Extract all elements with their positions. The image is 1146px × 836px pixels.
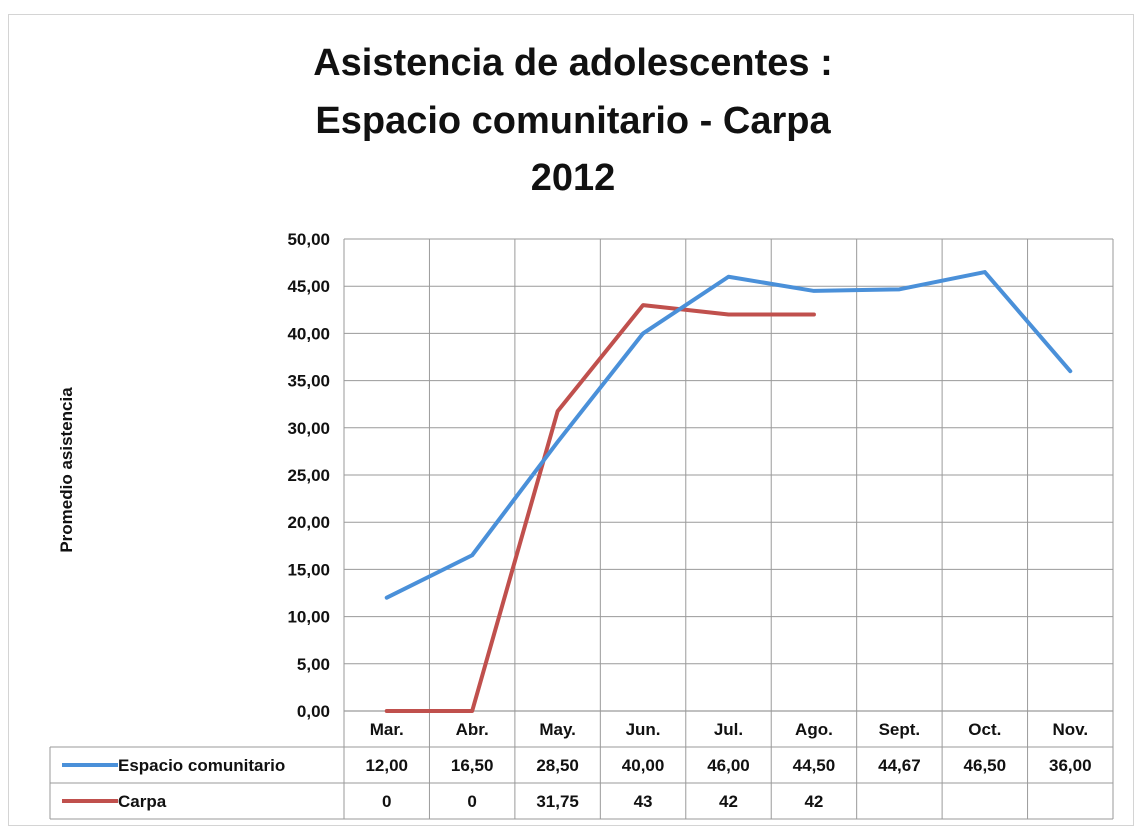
x-tick-label: Oct. — [968, 720, 1001, 739]
series-line — [384, 270, 1073, 600]
data-table-cell: 40,00 — [622, 756, 665, 775]
data-point — [470, 709, 474, 713]
series-line — [384, 303, 816, 713]
y-tick-label: 20,00 — [287, 513, 330, 532]
data-table-cell: 46,50 — [964, 756, 1007, 775]
data-table-cell: 16,50 — [451, 756, 494, 775]
y-tick-label: 10,00 — [287, 608, 330, 627]
data-table-cell: 46,00 — [707, 756, 750, 775]
y-tick-label: 35,00 — [287, 372, 330, 391]
data-table-cell: 36,00 — [1049, 756, 1092, 775]
data-table-cell: 0 — [382, 792, 391, 811]
y-tick-label: 15,00 — [287, 560, 330, 579]
data-table-cell: 43 — [634, 792, 653, 811]
y-tick-label: 45,00 — [287, 277, 330, 296]
data-point — [1068, 369, 1072, 373]
x-tick-label: Mar. — [370, 720, 404, 739]
chart-title-line-3: 2012 — [530, 157, 616, 199]
data-point — [385, 709, 389, 713]
data-point — [983, 270, 987, 274]
data-point — [470, 553, 474, 557]
x-tick-label: Abr. — [456, 720, 489, 739]
data-table-cell: 12,00 — [365, 756, 408, 775]
data-point — [812, 313, 816, 317]
data-point — [812, 289, 816, 293]
data-point — [385, 596, 389, 600]
x-tick-label: Ago. — [795, 720, 833, 739]
y-tick-label: 0,00 — [297, 702, 330, 721]
x-tick-label: Jul. — [714, 720, 743, 739]
chart-frame — [8, 14, 1134, 826]
data-table-cell: 42 — [719, 792, 738, 811]
data-table-cell: 42 — [804, 792, 823, 811]
x-tick-label: Sept. — [879, 720, 921, 739]
data-table-cell: 44,50 — [793, 756, 836, 775]
data-point — [556, 409, 560, 413]
data-point — [641, 303, 645, 307]
data-point — [897, 287, 901, 291]
chart-title-line-1: Asistencia de adolescentes : — [313, 42, 833, 84]
x-tick-label: May. — [539, 720, 576, 739]
y-tick-label: 40,00 — [287, 324, 330, 343]
x-tick-label: Nov. — [1052, 720, 1088, 739]
legend-label: Espacio comunitario — [118, 756, 285, 775]
data-table-cell: 28,50 — [536, 756, 579, 775]
chart-title-line-2: Espacio comunitario - Carpa — [315, 100, 831, 142]
data-table-cell: 0 — [467, 792, 476, 811]
legend-label: Carpa — [118, 792, 167, 811]
y-tick-label: 30,00 — [287, 419, 330, 438]
data-point — [556, 440, 560, 444]
data-point — [641, 331, 645, 335]
x-tick-label: Jun. — [626, 720, 661, 739]
y-tick-label: 25,00 — [287, 466, 330, 485]
data-point — [727, 275, 730, 279]
y-tick-label: 5,00 — [297, 655, 330, 674]
data-table-cell: 31,75 — [536, 792, 579, 811]
data-table-cell: 44,67 — [878, 756, 921, 775]
data-point — [727, 313, 730, 317]
y-tick-label: 50,00 — [287, 230, 330, 249]
